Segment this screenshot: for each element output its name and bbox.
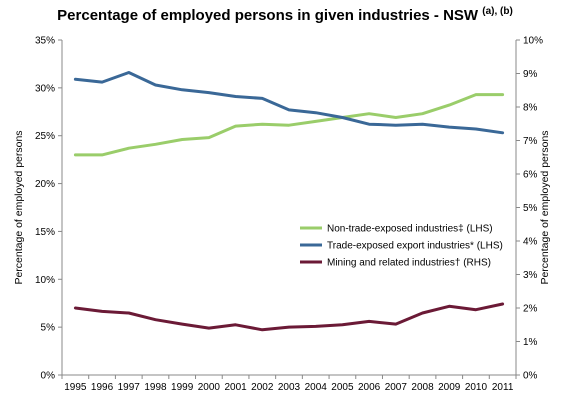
x-tick-label: 2007 <box>385 382 408 393</box>
right-y-tick-label: 7% <box>523 136 538 147</box>
chart-legend: Non-trade-exposed industries‡ (LHS) Trade… <box>300 224 503 269</box>
x-tick-label: 1997 <box>118 382 141 393</box>
left-y-tick-label: 10% <box>35 275 55 286</box>
chart-title-text: Percentage of employed persons in given … <box>57 7 479 24</box>
series-line-1 <box>73 93 505 157</box>
chart-title: Percentage of employed persons in given … <box>0 6 570 24</box>
right-y-tick-label: 1% <box>523 337 538 348</box>
right-y-tick-label: 6% <box>523 170 538 181</box>
left-y-tick-label: 0% <box>41 371 56 382</box>
chart-axes: 0% 5% 10% 15% 20% 25% 30% 35% 0% 1% 2% 3% 4% 5% 6% 7% 8%… <box>13 36 551 394</box>
x-tick-label: 1999 <box>171 382 194 393</box>
x-tick-label: 1998 <box>144 382 167 393</box>
right-y-tick-label: 9% <box>523 69 538 80</box>
right-y-tick-label: 5% <box>523 203 538 214</box>
legend-label-2: Trade-exposed export industries* (LHS) <box>327 241 503 252</box>
x-tick-label: 1996 <box>91 382 114 393</box>
left-y-tick-label: 20% <box>35 179 55 190</box>
x-tick-label: 2001 <box>224 382 247 393</box>
x-tick-label: 2008 <box>411 382 434 393</box>
x-tick-label: 2005 <box>331 382 354 393</box>
x-tick-label: 2009 <box>438 382 461 393</box>
x-tick-label: 2000 <box>198 382 221 393</box>
left-y-tick-label: 35% <box>35 36 55 47</box>
right-y-tick-label: 3% <box>523 270 538 281</box>
right-y-tick-label: 4% <box>523 237 538 248</box>
left-y-tick-label: 30% <box>35 83 55 94</box>
left-y-tick-label: 5% <box>41 323 56 334</box>
x-tick-label: 2004 <box>305 382 328 393</box>
x-tick-label: 1995 <box>64 382 87 393</box>
chart-series <box>73 71 505 332</box>
legend-label-1: Non-trade-exposed industries‡ (LHS) <box>327 224 493 235</box>
right-y-axis-title: Percentage of employed persons <box>539 130 551 284</box>
left-y-tick-label: 15% <box>35 227 55 238</box>
x-tick-label: 2006 <box>358 382 381 393</box>
right-y-tick-label: 8% <box>523 103 538 114</box>
x-tick-label: 2002 <box>251 382 274 393</box>
left-y-tick-label: 25% <box>35 131 55 142</box>
left-y-axis-title: Percentage of employed persons <box>13 130 25 284</box>
right-y-tick-label: 10% <box>523 36 543 47</box>
series-line-2 <box>73 71 505 135</box>
series-line-3 <box>73 302 505 332</box>
x-tick-label: 2003 <box>278 382 301 393</box>
x-tick-label: 2010 <box>465 382 488 393</box>
x-tick-label: 2011 <box>492 382 514 393</box>
chart-title-footnote: (a), (b) <box>482 6 513 17</box>
right-y-tick-label: 0% <box>523 371 538 382</box>
legend-label-3: Mining and related industries† (RHS) <box>327 258 491 269</box>
right-y-tick-label: 2% <box>523 304 538 315</box>
